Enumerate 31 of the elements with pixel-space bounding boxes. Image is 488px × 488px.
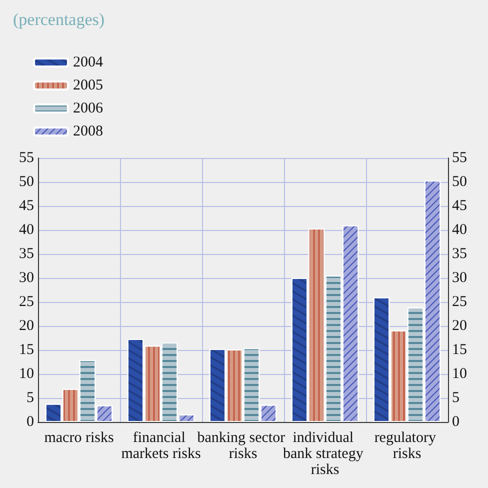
legend-label: 2006 (73, 100, 104, 116)
y2-tick-label: 50 (452, 174, 467, 190)
x-tick-label: macro risks (44, 430, 114, 446)
y2-tick-label: 25 (452, 294, 467, 310)
y2-tick-label: 35 (452, 246, 467, 262)
y-tick-label: 40 (19, 222, 34, 238)
y-tick-label: 25 (19, 294, 34, 310)
y-tick-label: 10 (19, 366, 34, 382)
y2-tick-label: 20 (452, 318, 467, 334)
y2-tick-label: 5 (452, 390, 460, 406)
y2-tick-label: 30 (452, 270, 467, 286)
y-tick-label: 30 (19, 270, 34, 286)
y-tick-label: 45 (19, 198, 34, 214)
y2-tick-label: 15 (452, 342, 467, 358)
legend-label: 2004 (73, 54, 104, 70)
y-tick-label: 0 (26, 414, 34, 430)
chart-title: (percentages) (13, 10, 105, 29)
y-tick-label: 35 (19, 246, 34, 262)
x-tick-label: regulatory risks (374, 430, 440, 462)
y2-tick-label: 55 (452, 150, 467, 166)
y-tick-label: 50 (19, 174, 34, 190)
y-tick-label: 15 (19, 342, 34, 358)
y2-tick-label: 40 (452, 222, 467, 238)
legend-label: 2008 (73, 124, 103, 140)
y-tick-label: 55 (19, 150, 34, 166)
y2-tick-label: 0 (452, 414, 460, 430)
y2-tick-label: 10 (452, 366, 467, 382)
legend-label: 2005 (73, 78, 103, 94)
y-tick-label: 5 (26, 390, 34, 406)
y-tick-label: 20 (19, 318, 34, 334)
y2-tick-label: 45 (452, 198, 467, 214)
